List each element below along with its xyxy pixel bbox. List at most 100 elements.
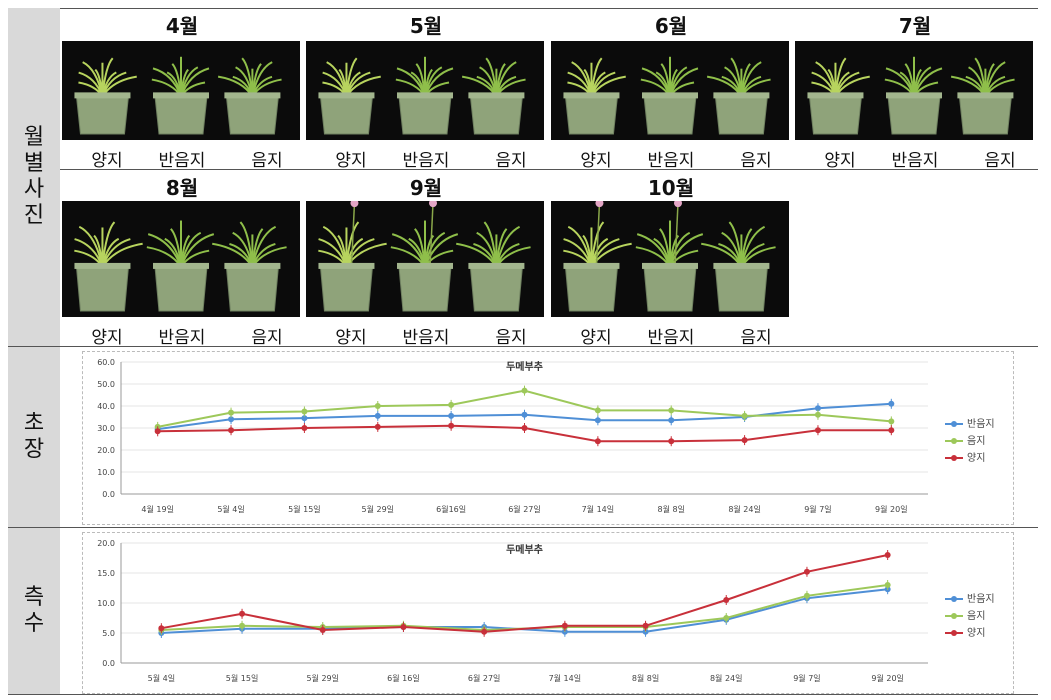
point-0-2-5 xyxy=(521,425,528,431)
r1-0-caption-2: 음지 xyxy=(251,151,283,171)
xtick-0-10: 9월 20일 xyxy=(875,504,908,514)
tillers-section: 측수 xyxy=(8,528,1038,694)
xtick-0-1: 5월 4일 xyxy=(217,504,244,514)
legend-label-1-0: 반음지 xyxy=(967,593,995,605)
ytick-1-2: 10.0 xyxy=(97,599,115,608)
point-0-0-1 xyxy=(228,416,235,423)
height-section: 초장 xyxy=(8,347,1038,527)
month-label-r2-0: 8월 xyxy=(165,176,199,200)
ytick-0-0: 0.0 xyxy=(102,490,115,499)
point-0-1-7 xyxy=(668,407,675,414)
ytick-1-4: 20.0 xyxy=(97,539,115,548)
xtick-1-9: 9월 20일 xyxy=(871,673,904,683)
point-0-2-3 xyxy=(374,423,381,430)
point-0-1-3 xyxy=(374,403,381,409)
plant-photo-r1-1 xyxy=(306,41,544,140)
xtick-0-0: 4월 19일 xyxy=(141,504,174,514)
point-0-2-6 xyxy=(594,438,601,445)
point-1-2-6 xyxy=(642,622,649,629)
r1-3-caption-1: 반음지 xyxy=(891,151,939,171)
point-0-1-4 xyxy=(448,401,455,408)
xtick-0-6: 7월 14일 xyxy=(582,504,615,514)
ytick-0-5: 50.0 xyxy=(97,380,115,389)
point-1-2-3 xyxy=(400,624,407,630)
r1-2-caption-1: 반음지 xyxy=(647,151,695,171)
bottom-rule xyxy=(8,694,1038,695)
r2-0-caption-1: 반음지 xyxy=(158,328,206,348)
point-0-0-3 xyxy=(374,412,381,419)
point-0-1-9 xyxy=(814,411,821,418)
xtick-1-6: 8월 8일 xyxy=(632,673,659,683)
xtick-1-7: 8월 24일 xyxy=(710,673,743,683)
point-0-2-0 xyxy=(154,428,161,435)
photo-section: 월별 사진 xyxy=(8,8,1038,346)
point-0-1-10 xyxy=(888,418,895,425)
point-0-0-9 xyxy=(814,405,821,412)
r1-0-caption-1: 반음지 xyxy=(158,151,206,171)
plant-photo-r2-0 xyxy=(62,201,300,317)
legend-label-0-2: 양지 xyxy=(967,452,985,464)
point-0-2-10 xyxy=(888,427,895,434)
point-0-0-4 xyxy=(448,412,455,419)
point-0-2-8 xyxy=(741,437,748,444)
point-1-2-5 xyxy=(561,622,568,629)
xtick-1-2: 5월 29일 xyxy=(306,673,339,683)
r2-0-caption-0: 양지 xyxy=(91,328,123,348)
xtick-0-9: 9월 7일 xyxy=(804,504,831,514)
xtick-1-4: 6월 27일 xyxy=(468,673,501,683)
point-0-0-6 xyxy=(594,417,601,424)
month-label-r2-1: 9월 xyxy=(409,176,443,200)
legend-label-0-1: 음지 xyxy=(967,435,985,447)
r1-2-caption-0: 양지 xyxy=(580,151,612,171)
r2-1-caption-1: 반음지 xyxy=(402,328,450,348)
xtick-0-7: 8월 8일 xyxy=(658,504,685,514)
r2-1-caption-2: 음지 xyxy=(495,328,527,348)
xtick-0-8: 8월 24일 xyxy=(728,504,761,514)
ytick-1-1: 5.0 xyxy=(102,629,115,638)
point-1-2-0 xyxy=(158,625,165,632)
section-rule-2 xyxy=(8,527,1038,528)
r1-3-caption-0: 양지 xyxy=(824,151,856,171)
point-0-2-7 xyxy=(668,438,675,445)
point-0-1-2 xyxy=(301,408,308,415)
height-label: 초장 xyxy=(23,411,45,462)
ytick-1-3: 15.0 xyxy=(97,569,115,578)
chart-title-0: 두메부추 xyxy=(506,360,543,373)
photos-label: 월별 사진 xyxy=(23,125,45,228)
ytick-0-4: 40.0 xyxy=(97,402,115,411)
month-label-r1-0: 4월 xyxy=(165,14,199,38)
legend-marker-1-0 xyxy=(951,596,957,602)
xtick-1-5: 7월 14일 xyxy=(549,673,582,683)
tillers-sidebar: 측수 xyxy=(8,528,60,694)
plant-photo-r1-3 xyxy=(795,41,1033,140)
xtick-1-1: 5월 15일 xyxy=(226,673,259,683)
photo-row-divider xyxy=(60,169,1038,170)
plant-photo-r1-0 xyxy=(62,41,300,140)
point-0-2-4 xyxy=(448,422,455,429)
r2-0-caption-2: 음지 xyxy=(251,328,283,348)
r1-1-caption-0: 양지 xyxy=(335,151,367,171)
r2-1-caption-0: 양지 xyxy=(335,328,367,348)
legend-label-0-0: 반음지 xyxy=(967,418,995,430)
point-0-1-8 xyxy=(741,412,748,419)
height-sidebar: 초장 xyxy=(8,347,60,527)
legend-marker-1-1 xyxy=(951,613,957,619)
point-1-2-1 xyxy=(239,610,246,617)
ytick-0-1: 10.0 xyxy=(97,468,115,477)
r2-2-caption-0: 양지 xyxy=(580,328,612,348)
point-0-2-1 xyxy=(228,427,235,434)
point-1-1-9 xyxy=(884,582,891,588)
point-1-2-4 xyxy=(481,628,488,635)
point-1-2-8 xyxy=(803,568,810,575)
series-line-1-2 xyxy=(161,554,888,633)
point-1-2-2 xyxy=(319,627,326,633)
xtick-1-0: 5월 4일 xyxy=(148,673,175,683)
ytick-0-6: 60.0 xyxy=(97,358,115,367)
point-0-1-5 xyxy=(521,387,528,394)
chart-title-1: 두메부추 xyxy=(506,543,543,556)
r1-3-caption-2: 음지 xyxy=(984,151,1016,171)
xtick-0-4: 6월16일 xyxy=(436,504,466,514)
point-0-0-10 xyxy=(888,400,895,407)
r1-2-caption-2: 음지 xyxy=(740,151,772,171)
r1-1-caption-2: 음지 xyxy=(495,151,527,171)
